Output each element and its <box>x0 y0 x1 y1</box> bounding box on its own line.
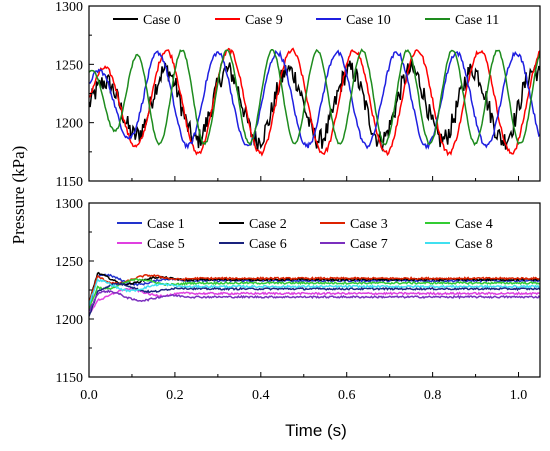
x-tick-label: 0.0 <box>80 388 98 403</box>
y-tick-label: 1300 <box>55 0 83 15</box>
y-tick-label: 1250 <box>55 255 83 270</box>
legend-label-case-5: Case 5 <box>147 237 185 252</box>
panel-bottom: 1150 1200 1250 1300 0.0 0.2 0.4 0.6 0.8 1.0 Case 1… <box>55 197 541 403</box>
legend-label-case-2: Case 2 <box>249 217 287 232</box>
legend-label-case-8: Case 8 <box>455 237 493 252</box>
legend-label-case-1: Case 1 <box>147 217 185 232</box>
series-line-case-4 <box>89 277 540 310</box>
panel-top: 1150 1200 1250 1300 Case 0 Case 9 Case 10 Case … <box>55 0 541 190</box>
series-line-case-10 <box>89 49 540 150</box>
legend-label-case-10: Case 10 <box>346 13 391 28</box>
series-line-case-3 <box>89 273 540 304</box>
x-tick-label: 0.6 <box>338 388 356 403</box>
legend-label-case-11: Case 11 <box>455 13 499 28</box>
y-tick-label: 1300 <box>55 197 83 212</box>
series-line-case-7 <box>89 289 540 312</box>
legend-label-case-3: Case 3 <box>350 217 388 232</box>
legend-label-case-6: Case 6 <box>249 237 287 252</box>
y-tick-label: 1150 <box>56 371 83 386</box>
y-tick-label: 1250 <box>55 58 83 73</box>
y-tick-label: 1150 <box>56 175 83 190</box>
x-axis-title: Time (s) <box>285 421 347 440</box>
series-line-case-6 <box>89 281 540 317</box>
legend-label-case-0: Case 0 <box>143 13 181 28</box>
series-group <box>89 271 540 317</box>
series-line-case-11 <box>89 48 540 147</box>
y-tick-label: 1200 <box>55 313 83 328</box>
legend-label-case-9: Case 9 <box>245 13 283 28</box>
x-tick-label: 0.2 <box>166 388 184 403</box>
y-tick-label: 1200 <box>55 117 83 132</box>
y-axis-title: Pressure (kPa) <box>9 146 28 245</box>
series-group <box>89 47 540 157</box>
x-tick-label: 1.0 <box>510 388 528 403</box>
series-line-case-8 <box>89 277 540 307</box>
x-tick-label: 0.8 <box>424 388 442 403</box>
legend-label-case-4: Case 4 <box>455 217 493 232</box>
series-line-case-0 <box>89 60 540 153</box>
legend-label-case-7: Case 7 <box>350 237 388 252</box>
x-tick-label: 0.4 <box>252 388 270 403</box>
